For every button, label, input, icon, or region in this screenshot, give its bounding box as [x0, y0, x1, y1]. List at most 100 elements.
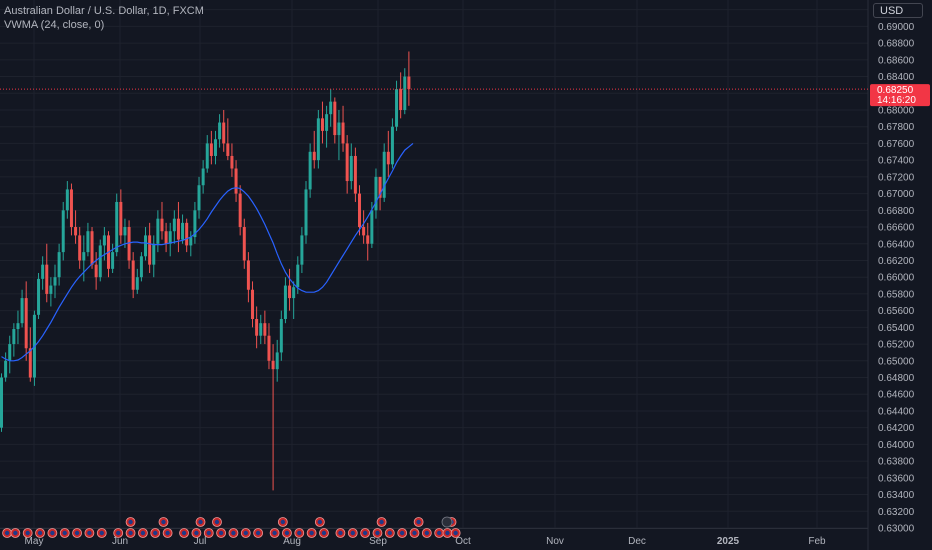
candle	[358, 185, 362, 236]
candle	[181, 214, 185, 244]
candle-body	[390, 126, 394, 165]
candle	[185, 218, 189, 253]
price-tick-label: 0.67800	[878, 122, 915, 133]
economic-event-icon-core	[62, 530, 67, 536]
candle	[386, 130, 390, 177]
price-tick-label: 0.64000	[878, 440, 915, 451]
candle-body	[288, 285, 292, 299]
candle	[127, 220, 131, 269]
economic-event-icon-core	[4, 530, 10, 536]
indicator-label[interactable]: VWMA (24, close, 0)	[4, 19, 105, 31]
economic-event-icon-core	[375, 530, 380, 536]
candle-body	[251, 289, 255, 319]
currency-button[interactable]: USD	[873, 3, 923, 18]
candle	[201, 160, 205, 194]
candle	[144, 227, 148, 261]
economic-event-icon-core	[412, 530, 417, 536]
candle	[271, 344, 275, 491]
candle-body	[259, 323, 263, 336]
time-tick-label: Jun	[112, 536, 128, 547]
candle-body	[382, 151, 386, 198]
candle-body	[222, 122, 226, 144]
candle-body	[4, 360, 8, 378]
candle	[230, 143, 234, 177]
price-tick-label: 0.68600	[878, 55, 915, 66]
candle	[242, 218, 246, 269]
candle	[279, 310, 283, 361]
candle-body	[333, 101, 337, 136]
candle	[209, 130, 213, 165]
candle-body	[8, 344, 12, 361]
economic-event-icon-core	[161, 519, 166, 525]
economic-event-icon-core	[25, 530, 30, 536]
economic-event-icon-core	[453, 530, 458, 536]
candle-body	[337, 122, 341, 136]
economic-event-icon-core	[284, 530, 290, 536]
symbol-title[interactable]: Australian Dollar / U.S. Dollar, 1D, FXC…	[4, 5, 204, 17]
candle	[403, 68, 407, 115]
candle-body	[119, 201, 123, 236]
candle-body	[57, 252, 61, 278]
candle	[24, 281, 28, 361]
event-markers	[2, 516, 461, 538]
lightning-icon[interactable]	[441, 516, 453, 528]
candle	[234, 160, 238, 202]
candle-body	[275, 352, 279, 370]
price-axis[interactable]: 0.692000.690000.688000.686000.684000.682…	[878, 5, 915, 534]
time-axis[interactable]: May Jun Jul Aug Sep Oct Nov Dec 2025 Feb	[25, 536, 827, 547]
economic-event-icon-core	[424, 530, 430, 536]
candle-body	[78, 235, 82, 261]
economic-event-icon-core	[116, 530, 121, 536]
candle	[20, 289, 24, 328]
candle-body	[115, 201, 119, 253]
candle-body	[131, 260, 135, 290]
candle	[374, 168, 378, 219]
candle	[131, 252, 135, 299]
economic-event-icon-core	[436, 530, 442, 536]
candle	[139, 252, 143, 282]
candle	[353, 147, 357, 202]
candle	[341, 105, 345, 152]
candle	[90, 227, 94, 269]
candle	[205, 135, 209, 173]
price-tick-label: 0.65000	[878, 356, 915, 367]
candle-body	[353, 155, 357, 194]
candle	[300, 227, 304, 274]
candle-body	[156, 218, 160, 244]
candle-body	[148, 235, 152, 265]
candle	[160, 201, 164, 240]
candle-body	[242, 227, 246, 261]
candle-body	[49, 285, 53, 294]
candle-body	[283, 285, 287, 319]
candle-body	[226, 143, 230, 156]
candle-body	[267, 335, 271, 361]
economic-event-icon-core	[416, 519, 421, 525]
candle	[316, 109, 320, 169]
economic-event-icon-core	[153, 530, 158, 536]
candle-body	[189, 237, 193, 246]
candle-body	[172, 218, 176, 232]
time-tick-label: Aug	[283, 536, 301, 547]
candle	[399, 72, 403, 119]
candle-body	[292, 287, 296, 299]
candle	[259, 314, 263, 345]
candle	[94, 252, 98, 290]
candle	[168, 222, 172, 257]
grid-lines	[0, 0, 868, 529]
candle-body	[209, 143, 213, 156]
candle-body	[316, 118, 320, 161]
candle-body	[164, 231, 168, 244]
candle-body	[176, 218, 180, 240]
price-tick-label: 0.63600	[878, 473, 915, 484]
economic-event-icon-core	[321, 530, 327, 536]
candle-body	[349, 155, 353, 182]
candle-body	[271, 360, 275, 370]
candle-body	[53, 277, 57, 286]
price-tick-label: 0.67400	[878, 156, 915, 167]
candle-body	[325, 114, 329, 131]
price-tick-label: 0.65800	[878, 289, 915, 300]
candle-body	[94, 264, 98, 278]
economic-event-icon-core	[309, 530, 314, 536]
